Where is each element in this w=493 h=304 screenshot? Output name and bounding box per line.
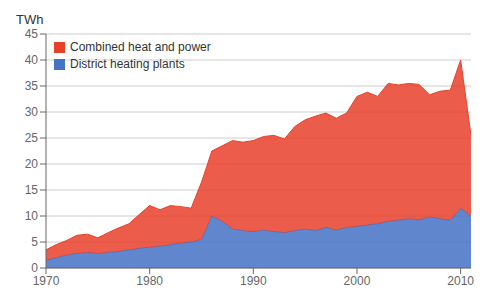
svg-text:30: 30 <box>25 105 39 119</box>
svg-text:2010: 2010 <box>447 274 474 288</box>
svg-text:1970: 1970 <box>33 274 60 288</box>
svg-text:25: 25 <box>25 131 39 145</box>
html-text:District heating plants: District heating plants <box>70 57 185 71</box>
svg-text:20: 20 <box>25 157 39 171</box>
html-text:TWh: TWh <box>16 12 44 27</box>
svg-text:0: 0 <box>31 261 38 275</box>
html-text:Combined heat and power: Combined heat and power <box>70 40 211 54</box>
svg-text:5: 5 <box>31 235 38 249</box>
svg-text:1990: 1990 <box>240 274 267 288</box>
svg-text:45: 45 <box>25 27 39 41</box>
svg-text:10: 10 <box>25 209 39 223</box>
svg-text:15: 15 <box>25 183 39 197</box>
svg-text:35: 35 <box>25 79 39 93</box>
svg-text:40: 40 <box>25 53 39 67</box>
svg-text:2000: 2000 <box>344 274 371 288</box>
svg-text:1980: 1980 <box>136 274 163 288</box>
